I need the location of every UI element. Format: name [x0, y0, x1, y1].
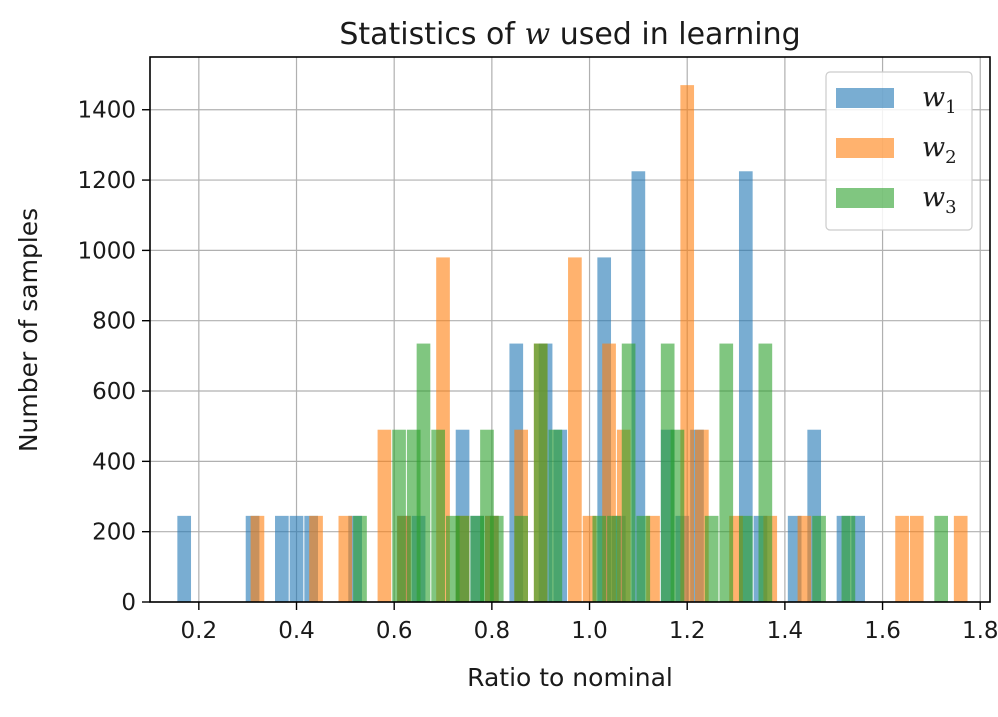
- legend-swatch: [836, 88, 894, 108]
- y-axis-ticks: 0 200 400 600 800 1000 1200 1400: [77, 98, 150, 616]
- bar-w3-19: [704, 515, 719, 602]
- legend-label: w1: [922, 82, 957, 118]
- series-w3: [353, 343, 948, 602]
- x-tick-label: 1.2: [669, 618, 706, 644]
- x-axis-label: Ratio to nominal: [467, 663, 673, 692]
- bar-w2-20: [895, 515, 909, 602]
- x-tick-label: 0.4: [278, 618, 315, 644]
- bar-w1-2: [275, 515, 289, 602]
- x-axis-ticks: 0.2 0.4 0.6 0.8 1.0 1.2 1.4 1.6 1.8: [181, 602, 998, 644]
- y-tick-label: 600: [92, 379, 136, 405]
- y-tick-label: 1400: [77, 98, 136, 124]
- x-tick-label: 1.8: [962, 618, 998, 644]
- bar-w3-13: [592, 515, 607, 602]
- bar-w3-14: [607, 515, 621, 602]
- plot-area-frame: [149, 56, 991, 603]
- bar-w2-21: [909, 515, 924, 602]
- bar-w2-10: [568, 257, 582, 602]
- legend: w1 w2 w3: [825, 71, 973, 231]
- x-tick-label: 1.6: [864, 618, 901, 644]
- y-tick-label: 200: [92, 520, 136, 546]
- bar-w1-0: [177, 515, 192, 602]
- legend-swatch: [836, 138, 894, 158]
- bar-w3-1: [392, 429, 406, 602]
- x-tick-label: 1.4: [767, 618, 804, 644]
- bar-w3-22: [758, 343, 773, 602]
- bar-w3-0: [353, 515, 367, 602]
- y-axis-label: Number of samples: [14, 208, 43, 452]
- bar-w3-12: [548, 429, 563, 602]
- bar-w2-22: [953, 515, 968, 602]
- bar-w3-23: [812, 515, 826, 602]
- bar-w2-3: [377, 429, 392, 602]
- legend-swatch: [836, 188, 894, 208]
- legend-label: w2: [922, 132, 957, 168]
- x-tick-label: 0.2: [181, 618, 218, 644]
- bars-layer: [177, 85, 968, 603]
- bar-w1-20: [738, 171, 753, 602]
- y-tick-label: 1200: [77, 168, 136, 194]
- bar-w3-25: [934, 515, 948, 602]
- x-tick-label: 0.8: [474, 618, 511, 644]
- bar-w2-0: [250, 515, 265, 602]
- bar-w1-3: [289, 515, 304, 602]
- bar-w3-24: [841, 515, 856, 602]
- y-tick-label: 1000: [77, 238, 136, 264]
- bar-w3-21: [738, 515, 753, 602]
- bar-w2-19: [797, 515, 812, 602]
- y-tick-label: 800: [92, 309, 136, 335]
- bar-w3-18: [670, 429, 685, 602]
- legend-label: w3: [922, 182, 957, 218]
- bar-w3-10: [514, 515, 528, 602]
- bar-w2-1: [309, 515, 323, 602]
- x-tick-label: 1.0: [571, 618, 608, 644]
- y-tick-label: 400: [92, 449, 136, 475]
- bar-w3-15: [621, 343, 636, 602]
- bar-w2-2: [338, 515, 353, 602]
- bar-w3-3: [416, 343, 431, 602]
- x-tick-label: 0.6: [376, 618, 413, 644]
- y-tick-label: 0: [121, 590, 136, 616]
- chart-title: Statistics of w used in learning: [339, 17, 800, 52]
- bar-w3-16: [636, 515, 651, 602]
- bar-w3-6: [455, 515, 470, 602]
- bar-w3-11: [533, 343, 548, 602]
- bar-w3-4: [431, 429, 445, 602]
- bar-w3-9: [489, 515, 504, 602]
- bar-w3-20: [719, 343, 734, 602]
